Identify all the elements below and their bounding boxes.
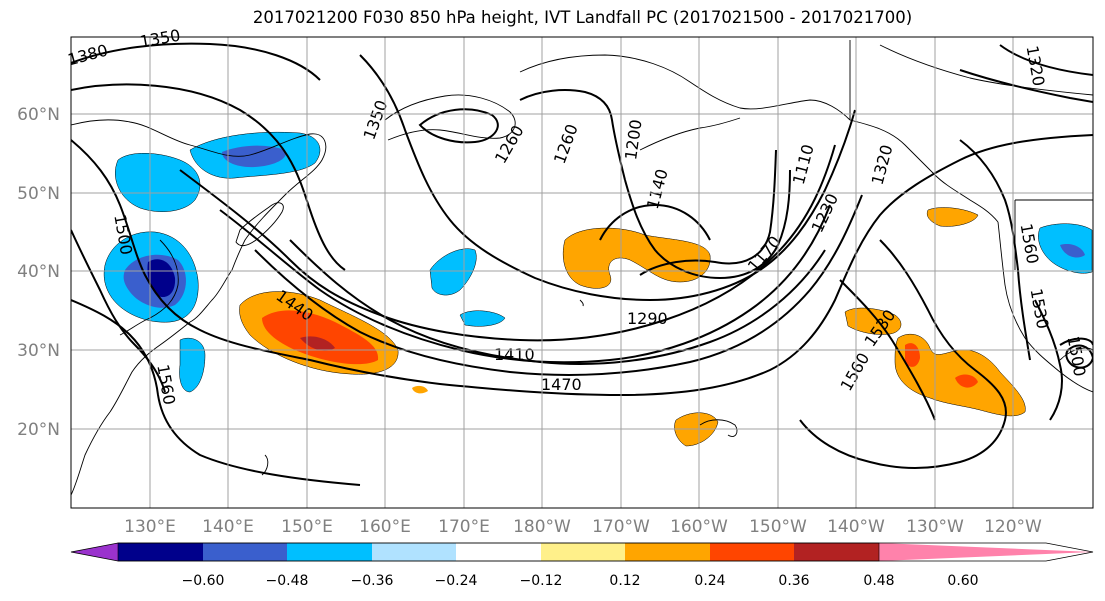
- lat-label: 60°N: [17, 105, 60, 125]
- colorbar-tick-label: 0.36: [778, 573, 809, 589]
- contour-label: 1200: [621, 118, 645, 161]
- height-contours: [71, 42, 1093, 486]
- colorbar-tick-label: −0.48: [266, 573, 309, 589]
- contour-label: 1350: [360, 98, 392, 143]
- lon-label: 130°W: [906, 517, 964, 537]
- lon-label: 130°E: [124, 517, 176, 537]
- colorbar-swatch: [287, 543, 372, 561]
- lon-label: 180°W: [513, 517, 571, 537]
- lat-label: 40°N: [17, 262, 60, 282]
- colorbar-outline: [70, 542, 1094, 562]
- contour-label: 1260: [550, 122, 582, 167]
- contour-label: 1560: [837, 349, 874, 394]
- lon-label: 150°W: [749, 517, 807, 537]
- ivt-shading: [103, 131, 1093, 447]
- lat-label: 20°N: [17, 420, 60, 440]
- colorbar-tick-label: 0.12: [609, 573, 640, 589]
- map-frame: [70, 36, 1094, 509]
- lon-label: 170°W: [592, 517, 650, 537]
- contour-label: 1320: [1023, 44, 1049, 87]
- contour-label: 1320: [868, 143, 897, 187]
- contour-label: 1560: [1017, 222, 1043, 265]
- colorbar-tick-label: 0.60: [947, 573, 978, 589]
- contour-label: 1500: [1064, 335, 1090, 378]
- lon-label: 120°W: [984, 517, 1042, 537]
- latitude-labels: 60°N 50°N 40°N 30°N 20°N: [17, 105, 60, 440]
- lat-label: 50°N: [17, 184, 60, 204]
- longitude-labels: 130°E 140°E 150°E 160°E 170°E 180°W 170°…: [124, 517, 1042, 537]
- contour-label: 1530: [1027, 287, 1053, 330]
- colorbar-swatch: [372, 543, 456, 561]
- contour-label: 1470: [541, 375, 582, 394]
- contour-label: 1350: [138, 26, 181, 52]
- colorbar-swatch: [710, 543, 794, 561]
- colorbar-swatch: [625, 543, 710, 561]
- contour-label: 1110: [789, 142, 818, 186]
- contour-label: 1140: [643, 167, 672, 211]
- colorbar-tick-label: 0.24: [694, 573, 725, 589]
- colorbar-tick-label: −0.36: [351, 573, 394, 589]
- colorbar-tick-label: −0.60: [182, 573, 225, 589]
- lon-label: 170°E: [438, 517, 490, 537]
- graticule: [71, 37, 1093, 508]
- lon-label: 160°E: [359, 517, 411, 537]
- contour-label: 1560: [153, 363, 179, 406]
- map-title: 2017021200 F030 850 hPa height, IVT Land…: [252, 8, 913, 27]
- colorbar-swatch: [118, 543, 203, 561]
- colorbar-swatch: [541, 543, 625, 561]
- colorbar-swatch: [456, 543, 541, 561]
- lat-label: 30°N: [17, 341, 60, 361]
- contour-label: 1380: [66, 40, 110, 69]
- colorbar-tick-label: 0.48: [863, 573, 894, 589]
- colorbar-swatch: [203, 543, 287, 561]
- contour-label: 1290: [627, 309, 668, 328]
- colorbar-extend-min: [71, 543, 118, 561]
- lon-label: 150°E: [281, 517, 333, 537]
- lon-label: 140°E: [202, 517, 254, 537]
- lon-label: 140°W: [827, 517, 885, 537]
- colorbar-tick-label: −0.12: [520, 573, 563, 589]
- colorbar: −0.60 −0.48 −0.36 −0.24 −0.12 0.12 0.24 …: [70, 542, 1094, 589]
- colorbar-swatch: [794, 543, 879, 561]
- colorbar-extend-max: [879, 543, 1093, 561]
- lon-label: 160°W: [670, 517, 728, 537]
- contour-label: 1410: [494, 345, 535, 364]
- colorbar-tick-label: −0.24: [435, 573, 478, 589]
